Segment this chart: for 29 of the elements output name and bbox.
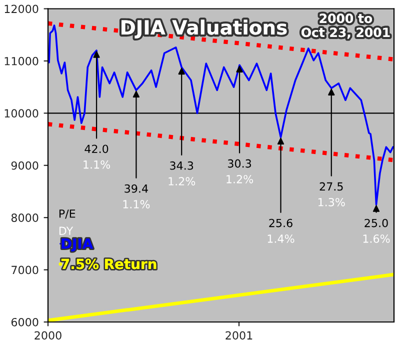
text: 2000 to Oct 23, 2001 [302, 14, 390, 39]
legend-label: DJIA [62, 238, 94, 252]
y-tick-label: 11000 [4, 56, 38, 66]
legend-label: 7.5% Return [61, 258, 156, 270]
text: DJIA Valuations [122, 20, 287, 38]
y-tick-label: 8000 [11, 214, 38, 222]
annotation: 30.3 [228, 159, 252, 168]
annotation: 25.6 [269, 218, 292, 228]
x-tick-label: 2001 [226, 331, 252, 340]
annotation: 39.4 [124, 184, 148, 193]
y-tick-label: 10000 [4, 109, 38, 118]
annotation: 1.6% [363, 234, 390, 243]
annotation: P/E [59, 210, 76, 219]
annotation: 1.1% [84, 160, 110, 169]
annotation: 25.0 [364, 218, 388, 228]
y-tick-label: 7000 [12, 266, 38, 274]
annotation: 1.4% [268, 234, 294, 243]
annotation: 1.2% [168, 177, 196, 186]
y-tick-label: 12000 [4, 4, 38, 14]
x-tick-label: 2000 [34, 331, 62, 340]
annotation: 1.2% [226, 174, 254, 184]
annotation: DY [59, 226, 74, 235]
annotation: 42.0 [84, 144, 108, 154]
annotation: 1.3% [318, 198, 345, 206]
annotation: 1.1% [123, 200, 150, 208]
annotation: 34.3 [170, 161, 194, 170]
y-tick-label: 6000 [11, 318, 38, 326]
annotation: 27.5 [320, 182, 343, 191]
y-tick-label: 9000 [11, 161, 38, 170]
